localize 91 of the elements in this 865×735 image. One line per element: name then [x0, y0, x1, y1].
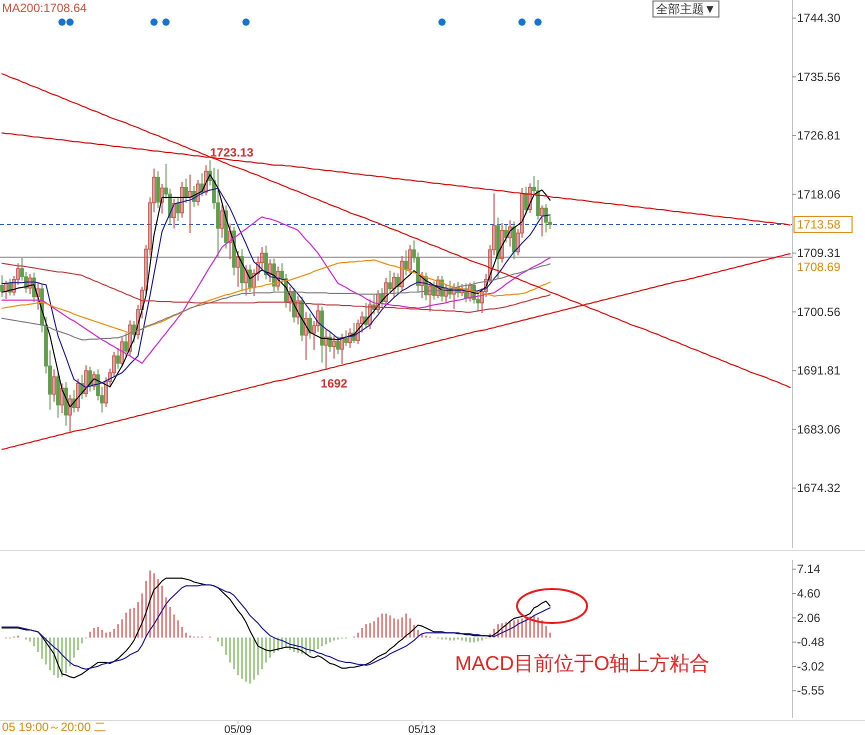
y-tick-label: 1700.56 [797, 304, 841, 319]
y-tick-label: 1726.81 [797, 128, 841, 143]
candlestick [268, 258, 272, 283]
candlestick [384, 278, 388, 306]
y-tick-label: 7.14 [797, 562, 821, 576]
candlestick [120, 336, 124, 368]
candlestick [528, 182, 532, 214]
candlestick [220, 204, 224, 238]
candlestick [544, 204, 548, 233]
candlestick [176, 198, 180, 222]
candlestick [460, 284, 464, 297]
candlestick [196, 179, 200, 206]
candlestick [204, 164, 208, 196]
candlestick [180, 181, 184, 218]
candlestick [296, 296, 300, 325]
y-tick-label: 1718.06 [797, 187, 841, 202]
candlestick [160, 184, 164, 214]
candlestick [452, 282, 456, 310]
candlestick [468, 282, 472, 302]
candlestick [172, 198, 176, 229]
candlestick [124, 332, 128, 358]
candlestick [188, 174, 192, 234]
candlestick [92, 370, 96, 391]
candlestick [332, 335, 336, 360]
candlestick [0, 274, 4, 298]
ref-line-label: 1713.58 [797, 217, 841, 232]
candlestick [228, 223, 232, 260]
candlestick [376, 290, 380, 314]
candlestick [76, 378, 80, 412]
candlestick [436, 276, 440, 299]
candlestick [408, 244, 412, 274]
candlestick [348, 328, 352, 348]
candlestick [404, 250, 408, 276]
candlestick [84, 364, 88, 398]
candlestick [272, 258, 276, 292]
candlestick [428, 282, 432, 312]
y-tick-label: 4.60 [797, 586, 821, 601]
candlestick [444, 284, 448, 304]
y-tick-label: 2.06 [797, 610, 821, 625]
y-tick-label: 1735.56 [797, 70, 841, 84]
candlestick [60, 382, 64, 414]
candlestick [236, 250, 240, 288]
candlestick [400, 255, 404, 291]
candlestick [244, 264, 248, 296]
candlestick [36, 282, 40, 310]
candlestick [540, 205, 544, 237]
candlestick [340, 333, 344, 364]
x-tick-label: 05/09 [224, 724, 252, 735]
annotation: MACD目前位于O轴上方粘合 [455, 652, 710, 675]
annotation: 1723.13 [210, 145, 254, 160]
candlestick [68, 394, 72, 432]
annotation: MA200:1708.64 [2, 1, 88, 15]
candlestick [52, 368, 56, 402]
y-tick-label: -0.48 [797, 635, 825, 650]
candlestick [4, 280, 8, 300]
candlestick [276, 266, 280, 292]
candlestick [248, 264, 252, 293]
candlestick [344, 330, 348, 346]
x-tick-label: 05/13 [408, 724, 436, 735]
candlestick [392, 272, 396, 299]
candlestick [328, 332, 332, 352]
line-series [1, 216, 551, 364]
candlestick [500, 222, 504, 264]
ref-line-label: 1708.69 [797, 260, 841, 274]
candlestick [288, 286, 292, 312]
candlestick [128, 320, 132, 356]
y-tick-label: 1674.32 [797, 481, 841, 496]
candlestick [264, 245, 268, 280]
y-tick-label: 1691.81 [797, 364, 841, 378]
candlestick [420, 271, 424, 299]
text: 05 19:00～20:00 二 [2, 720, 106, 734]
candlestick [508, 220, 512, 247]
annotation: 全部主题▼ [656, 2, 716, 16]
candlestick [132, 320, 136, 343]
candlestick [324, 329, 328, 370]
candlestick [28, 274, 32, 295]
candlestick [524, 186, 528, 215]
candlestick [336, 336, 340, 354]
candlestick [304, 312, 308, 360]
candlestick [116, 347, 120, 370]
annotation: 1692 [320, 376, 348, 390]
candlestick [368, 299, 372, 330]
y-tick-label: -3.02 [797, 659, 825, 674]
candlestick [388, 270, 392, 292]
y-tick-label: 1683.06 [797, 422, 841, 436]
candlestick [184, 178, 188, 204]
y-tick-label: 1744.30 [797, 11, 841, 26]
y-tick-label: -5.55 [797, 684, 825, 698]
candlestick [308, 313, 312, 339]
y-tick-label: 1709.31 [797, 246, 841, 260]
candlestick [504, 224, 508, 243]
